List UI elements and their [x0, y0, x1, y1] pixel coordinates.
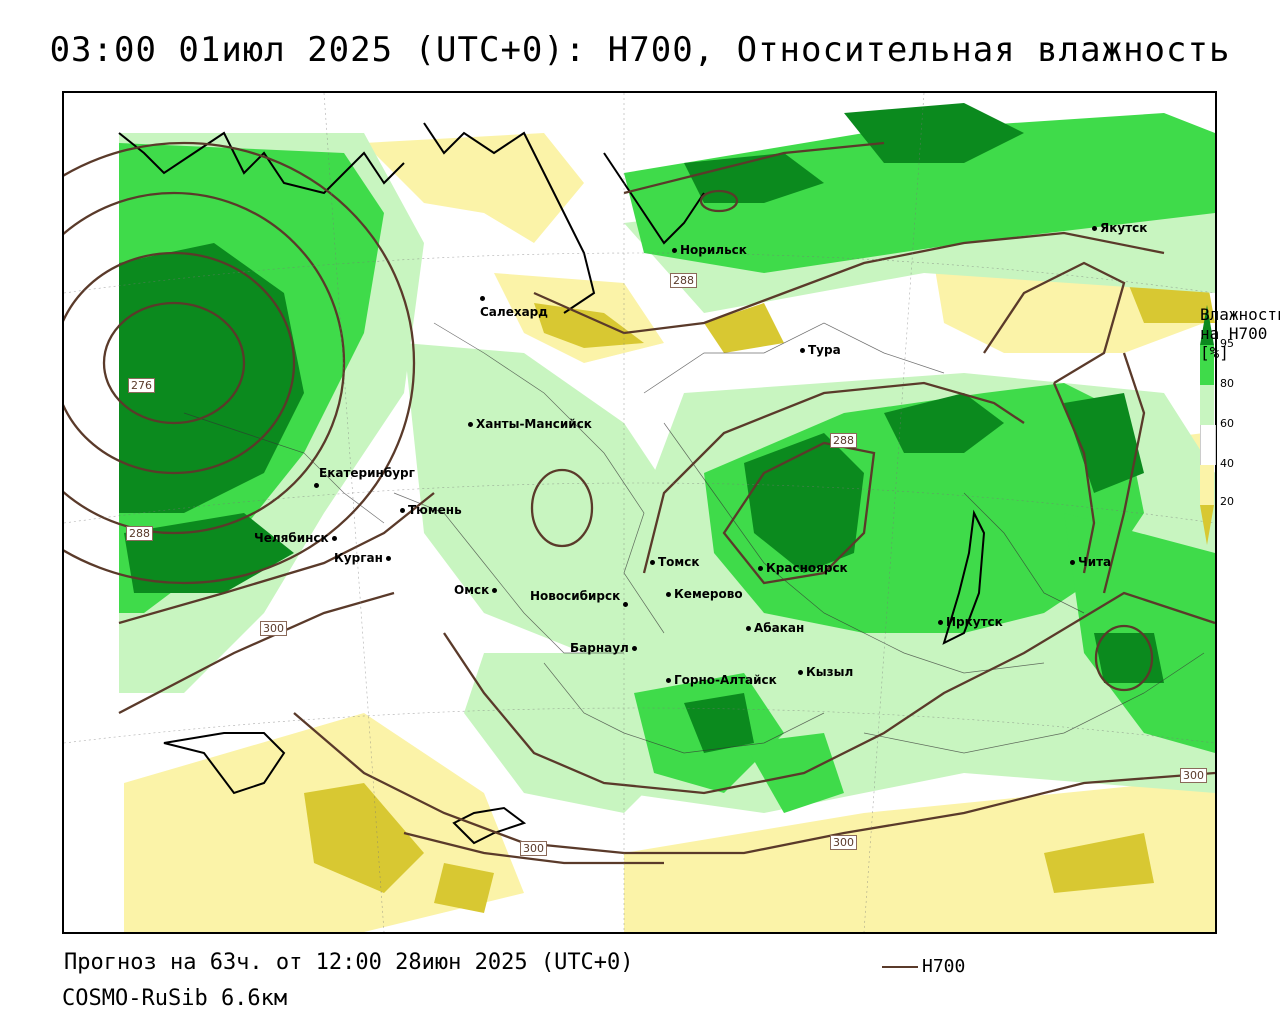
map-canvas	[64, 93, 1215, 932]
grid-lines	[64, 93, 1215, 932]
colorbar-segment	[1200, 345, 1214, 385]
contour-label: 300	[1180, 768, 1207, 783]
city-marker: Кызыл	[798, 665, 853, 679]
colorbar: 95 80 60 40 20	[1200, 305, 1280, 605]
city-marker: Курган	[334, 551, 394, 565]
city-marker: Норильск	[672, 243, 747, 257]
model-name: COSMO-RuSib 6.6км	[62, 986, 288, 1011]
city-marker: Ханты-Мансийск	[468, 417, 592, 431]
city-marker: Красноярск	[758, 561, 848, 575]
contour-label: 300	[830, 835, 857, 850]
city-marker: Тюмень	[400, 503, 462, 517]
colorbar-segment	[1200, 465, 1214, 505]
forecast-info: Прогноз на 63ч. от 12:00 28июн 2025 (UTC…	[64, 950, 634, 975]
colorbar-tick: 60	[1220, 417, 1234, 430]
contour-label: 300	[520, 841, 547, 856]
h700-contours	[64, 141, 1215, 865]
city-marker: Якутск	[1092, 221, 1147, 235]
city-marker: Иркутск	[938, 615, 1003, 629]
city-marker: Тура	[800, 343, 841, 357]
colorbar-segment	[1200, 425, 1216, 465]
city-marker: Новосибирск	[530, 589, 631, 607]
city-marker: Барнаул	[570, 641, 640, 655]
city-marker: Абакан	[746, 621, 804, 635]
colorbar-tick: 20	[1220, 495, 1234, 508]
city-marker: Кемерово	[666, 587, 743, 601]
contour-label: 288	[670, 273, 697, 288]
city-marker: Омск	[454, 583, 500, 597]
colorbar-segment	[1200, 385, 1214, 425]
contour-label: 288	[126, 526, 153, 541]
colorbar-label: Влажность на H700 [%]	[1200, 305, 1280, 362]
map-title: 03:00 01июл 2025 (UTC+0): H700, Относите…	[49, 30, 1231, 70]
contour-label: 300	[260, 621, 287, 636]
colorbar-segment	[1200, 505, 1214, 545]
coastlines	[118, 122, 986, 845]
very-wet-areas	[119, 103, 1164, 753]
city-marker: Челябинск	[254, 531, 340, 545]
weather-map: 276 288 288 288 300 300 300 300 Якутск Н…	[62, 91, 1217, 934]
city-marker: Салехард	[480, 291, 548, 319]
city-marker: Томск	[650, 555, 700, 569]
colorbar-tick: 40	[1220, 457, 1234, 470]
city-marker: Екатеринбург	[314, 466, 415, 492]
contour-line-swatch	[882, 966, 918, 968]
contour-label: 288	[830, 433, 857, 448]
contour-label: 276	[128, 378, 155, 393]
city-marker: Чита	[1070, 555, 1111, 569]
contour-legend: H700	[882, 956, 965, 977]
colorbar-tick: 95	[1220, 337, 1234, 350]
colorbar-tick: 80	[1220, 377, 1234, 390]
city-marker: Горно-Алтайск	[666, 673, 777, 687]
